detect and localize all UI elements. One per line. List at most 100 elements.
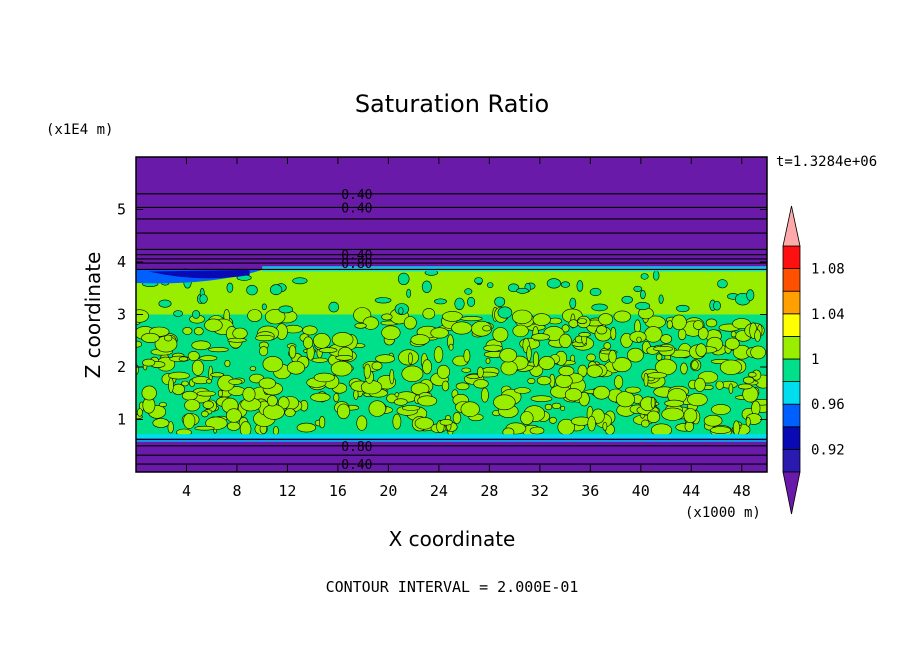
mix-cell [381,313,393,321]
mix-cell [196,390,216,397]
mix-cell [500,360,518,376]
mix-cell [206,378,213,384]
mix-cell [551,402,562,410]
mix-cell [335,354,354,361]
upper-cell [406,288,412,298]
mix-cell [460,316,483,322]
mix-cell [558,365,575,377]
mix-cell [442,311,463,322]
mix-cell [436,364,450,379]
mix-cell [715,380,724,390]
mix-cell [660,334,673,344]
mix-cell [171,383,185,395]
mix-cell [288,345,297,359]
contour-label: 0.80 [341,257,372,272]
mix-cell [224,359,231,368]
time-label: t=1.3284e+06 [776,154,877,170]
mix-cell [532,313,551,326]
mix-cell [401,405,421,411]
mix-cell [333,393,340,403]
mix-cell [375,354,396,364]
mix-cell [311,357,328,363]
contour-label: 0.80 [341,440,372,455]
mix-cell [136,309,149,323]
mix-cell [677,328,687,341]
mix-cell [194,425,215,431]
mix-cell [636,336,642,343]
x-tick-label: 40 [632,482,650,500]
mix-cell [480,387,489,403]
colorbar-swatch [782,358,801,383]
upper-cell [717,279,728,289]
upper-cell [640,273,649,280]
mix-cell [414,417,434,430]
mix-cell [249,366,257,371]
mix-cell [403,316,417,330]
upper-cell [226,282,234,293]
mix-cell [217,389,223,398]
mix-cell [687,393,708,407]
upper-cell [652,270,660,281]
mix-cell [201,410,209,418]
colorbar-low-arrow [782,471,801,515]
mix-cell [596,325,608,335]
mix-cell [666,320,673,329]
upper-cell [374,297,392,304]
mix-cell [266,395,278,407]
colorbar-swatch [782,448,801,473]
mix-cell [527,377,536,384]
mix-cell [531,333,551,341]
mix-cell [463,349,471,363]
mix-cell [371,361,383,371]
mix-cell [671,314,687,330]
mix-cell [493,394,516,411]
colorbar-high-arrow [782,205,801,247]
mix-cell [265,309,286,325]
x-tick-label: 48 [733,482,751,500]
upper-cell [421,280,432,293]
upper-cell [278,305,294,314]
mix-cell [368,400,386,417]
mix-cell [258,377,276,389]
colorbar-swatch [782,426,801,450]
upper-cell [199,294,208,304]
mix-cell [141,385,157,401]
mix-cell [228,378,243,385]
mix-cell [303,336,314,349]
upper-cell [474,277,483,284]
mix-cell [313,372,336,383]
mix-cell [745,416,751,427]
upper-cell [546,278,562,289]
colorbar-swatch [782,381,801,405]
colorbar-swatch [782,313,801,337]
mix-cell [451,321,473,335]
fringe-band [136,434,767,442]
mix-cell [732,420,740,436]
mix-cell [354,322,367,329]
mix-cell [389,369,395,385]
mix-cell [242,386,256,402]
upper-cell [560,281,571,288]
mix-cell [602,421,608,431]
mix-cell [598,313,614,326]
mix-cell [178,356,189,362]
mix-cell [612,357,632,373]
mix-cell [319,416,326,429]
mix-cell [697,326,709,340]
mix-cell [661,407,685,421]
mix-cell [538,356,555,370]
x-tick-label: 24 [430,482,448,500]
region-band-0 [136,440,767,472]
mix-cell [532,351,539,368]
mix-cell [615,391,635,408]
mix-cell [362,316,379,330]
mix-cell [544,403,553,411]
mix-cell [664,399,685,407]
mix-cell [511,309,533,325]
mix-cell [695,343,707,357]
fringe-band [262,266,767,272]
chart-title: Saturation Ratio [355,90,549,118]
mix-cell [194,327,204,336]
y-tick-label: 4 [117,253,126,271]
